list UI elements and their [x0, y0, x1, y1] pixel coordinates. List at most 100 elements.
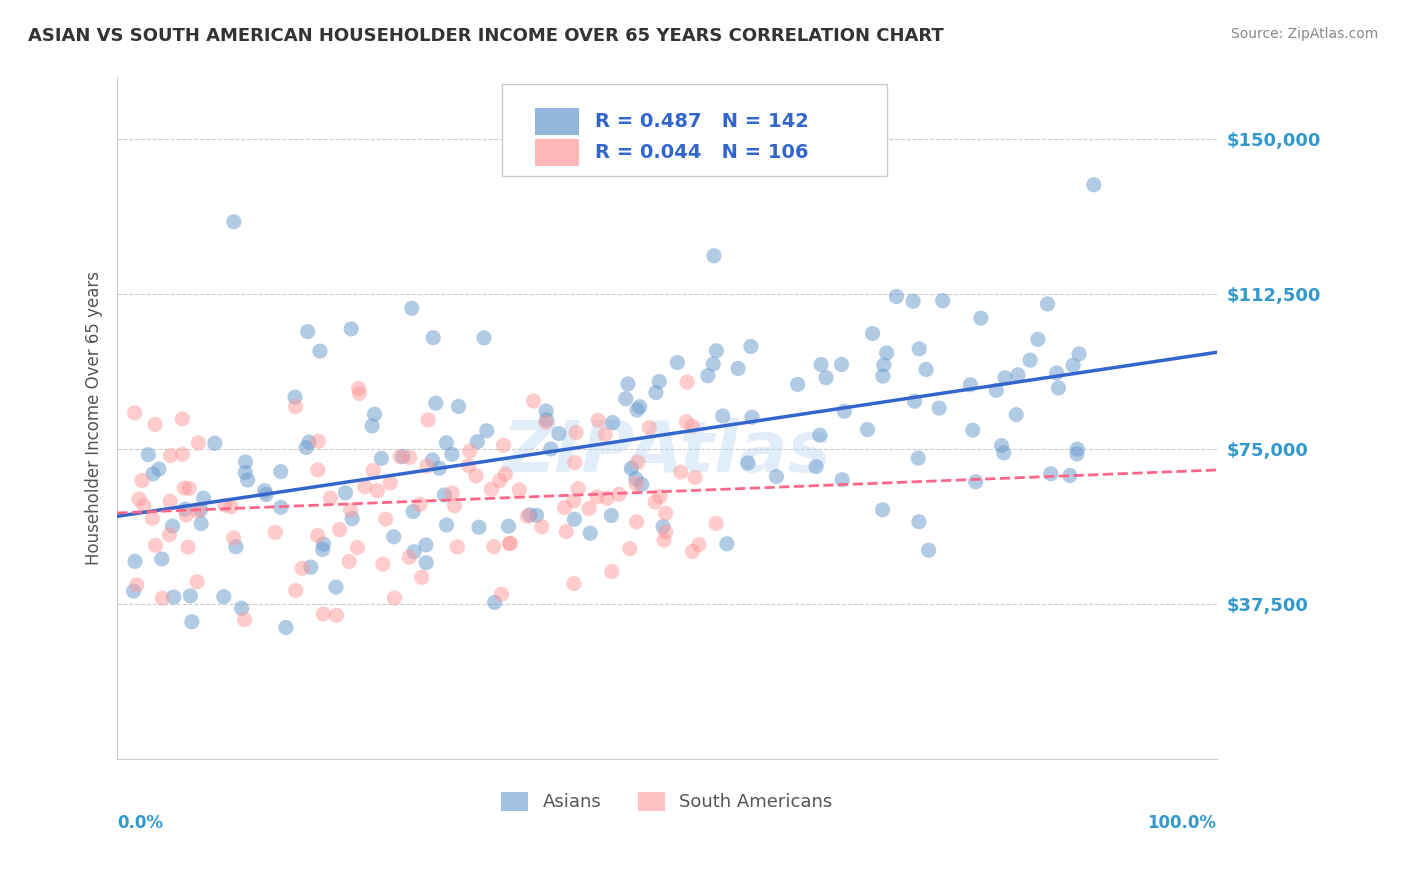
- Point: [409, 497, 432, 511]
- Point: [931, 293, 953, 308]
- Point: [626, 515, 648, 529]
- Point: [190, 516, 212, 531]
- Legend: Asians, South Americans: Asians, South Americans: [494, 785, 839, 819]
- Point: [291, 561, 314, 575]
- Point: [681, 419, 703, 434]
- Point: [586, 413, 609, 427]
- Text: R = 0.044   N = 106: R = 0.044 N = 106: [595, 143, 808, 162]
- Point: [284, 390, 307, 404]
- Point: [270, 500, 292, 515]
- Point: [526, 508, 548, 523]
- Point: [1046, 366, 1069, 380]
- Point: [422, 453, 444, 467]
- Point: [1066, 447, 1088, 461]
- Point: [586, 490, 609, 504]
- Point: [564, 512, 586, 526]
- Point: [831, 473, 853, 487]
- Point: [965, 475, 987, 489]
- Point: [173, 481, 195, 495]
- Point: [172, 412, 194, 426]
- Text: 0.0%: 0.0%: [117, 814, 163, 832]
- Point: [328, 523, 350, 537]
- Point: [465, 434, 488, 449]
- Point: [638, 420, 661, 434]
- Point: [440, 447, 463, 461]
- Point: [307, 434, 329, 449]
- Point: [534, 404, 557, 418]
- Point: [128, 491, 150, 506]
- Point: [311, 542, 333, 557]
- Point: [555, 524, 578, 539]
- Point: [339, 503, 361, 517]
- Point: [862, 326, 884, 341]
- Point: [122, 584, 145, 599]
- Point: [741, 410, 763, 425]
- Point: [1066, 442, 1088, 456]
- Point: [578, 501, 600, 516]
- Point: [148, 462, 170, 476]
- Point: [214, 498, 236, 512]
- Point: [415, 538, 437, 552]
- Point: [675, 415, 697, 429]
- Point: [1059, 468, 1081, 483]
- Point: [389, 450, 412, 464]
- Point: [427, 461, 450, 475]
- Point: [624, 476, 647, 491]
- Point: [579, 526, 602, 541]
- Point: [295, 441, 318, 455]
- Point: [562, 494, 585, 508]
- Point: [873, 358, 896, 372]
- Point: [508, 483, 530, 497]
- Point: [917, 543, 939, 558]
- Point: [253, 483, 276, 498]
- Point: [179, 589, 201, 603]
- Point: [436, 518, 458, 533]
- Point: [696, 368, 718, 383]
- Point: [1019, 353, 1042, 368]
- Point: [270, 465, 292, 479]
- Point: [337, 554, 360, 568]
- Y-axis label: Householder Income Over 65 years: Householder Income Over 65 years: [86, 271, 103, 566]
- Point: [1005, 408, 1028, 422]
- Point: [187, 504, 209, 518]
- Point: [415, 556, 437, 570]
- Point: [786, 377, 808, 392]
- Point: [993, 446, 1015, 460]
- Point: [876, 346, 898, 360]
- Point: [172, 447, 194, 461]
- Text: R = 0.487   N = 142: R = 0.487 N = 142: [595, 112, 810, 131]
- FancyBboxPatch shape: [502, 84, 887, 177]
- Point: [222, 215, 245, 229]
- Point: [706, 343, 728, 358]
- Point: [624, 472, 647, 486]
- Point: [1036, 297, 1059, 311]
- Point: [284, 400, 307, 414]
- Point: [654, 506, 676, 520]
- Point: [325, 580, 347, 594]
- Point: [402, 545, 425, 559]
- Point: [401, 301, 423, 316]
- Point: [346, 541, 368, 555]
- Point: [534, 415, 557, 429]
- Point: [174, 502, 197, 516]
- Point: [235, 455, 257, 469]
- Point: [347, 382, 370, 396]
- Point: [654, 525, 676, 540]
- Point: [371, 557, 394, 571]
- Point: [627, 455, 650, 469]
- Point: [872, 369, 894, 384]
- Point: [162, 590, 184, 604]
- Point: [187, 436, 209, 450]
- Point: [325, 608, 347, 623]
- Point: [443, 499, 465, 513]
- Point: [648, 375, 671, 389]
- Point: [433, 488, 456, 502]
- Point: [150, 591, 173, 606]
- Point: [617, 376, 640, 391]
- Point: [645, 385, 668, 400]
- Point: [219, 500, 242, 514]
- Point: [465, 468, 488, 483]
- Point: [602, 416, 624, 430]
- Point: [856, 423, 879, 437]
- Point: [307, 528, 329, 542]
